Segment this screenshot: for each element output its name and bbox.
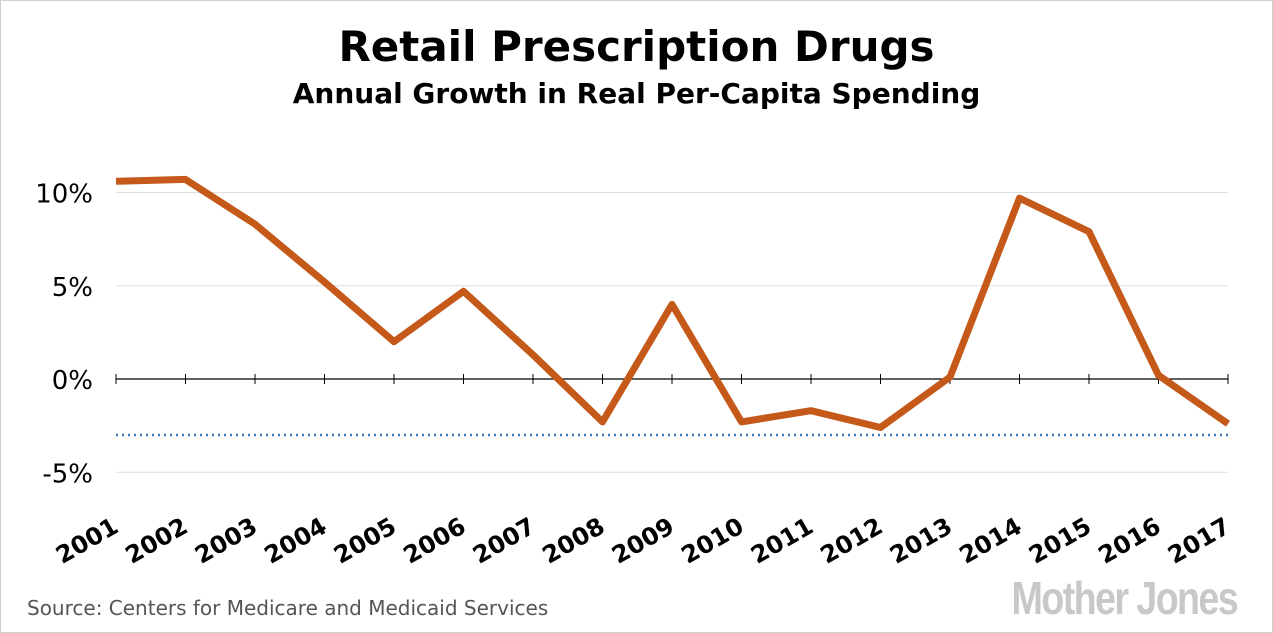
source-note: Source: Centers for Medicare and Medicai… xyxy=(27,596,549,620)
x-tick-label: 2009 xyxy=(607,512,679,570)
x-tick-label: 2006 xyxy=(399,512,471,570)
x-tick-label: 2008 xyxy=(538,512,610,570)
series-line xyxy=(115,175,1231,431)
x-tick-label: 2011 xyxy=(746,512,818,570)
x-tick-label: 2002 xyxy=(121,512,193,570)
x-tick-label: 2017 xyxy=(1163,512,1235,570)
x-tick-label: 2004 xyxy=(260,512,332,570)
y-tick-label: 5% xyxy=(52,273,93,303)
y-tick-label: 0% xyxy=(52,366,93,396)
chart-subtitle: Annual Growth in Real Per-Capita Spendin… xyxy=(292,77,981,110)
chart-title: Retail Prescription Drugs xyxy=(338,22,935,71)
x-tick-label: 2003 xyxy=(190,512,262,570)
x-tick-label: 2014 xyxy=(955,512,1027,570)
x-tick-label: 2007 xyxy=(468,512,540,570)
mother-jones-logo: Mother Jones xyxy=(1011,572,1238,624)
x-tick-label: 2013 xyxy=(885,512,957,570)
x-tick-label: 2012 xyxy=(816,512,888,570)
y-tick-label: -5% xyxy=(42,459,93,489)
x-tick-label: 2010 xyxy=(677,512,749,570)
x-tick-label: 2016 xyxy=(1094,512,1166,570)
y-tick-label: 10% xyxy=(35,180,93,210)
x-tick-label: 2001 xyxy=(51,512,123,570)
x-tick-label: 2005 xyxy=(329,512,401,570)
x-tick-label: 2015 xyxy=(1024,512,1096,570)
